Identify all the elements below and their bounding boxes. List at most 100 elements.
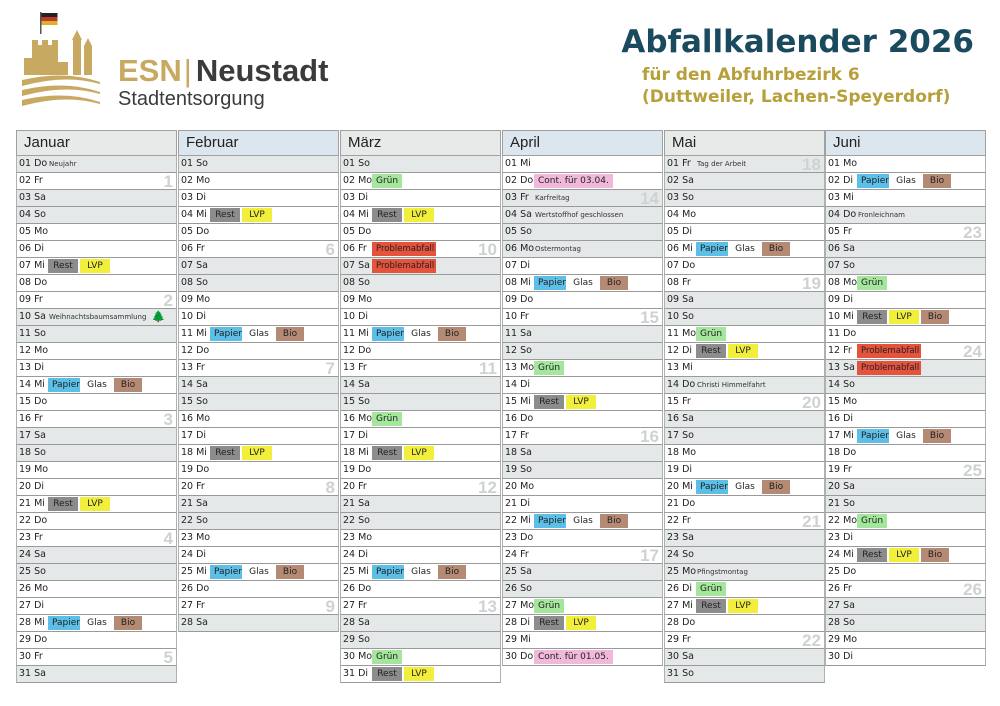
month-header: März xyxy=(340,130,501,156)
day-row: 26 Mo xyxy=(16,581,177,598)
pickup-problem-badge: Problemabfall xyxy=(857,361,921,375)
day-row: 17 So xyxy=(664,428,825,445)
day-row: 01 Do Neujahr xyxy=(16,156,177,173)
day-events: Ostermontag xyxy=(534,241,581,257)
day-events: Rest LVP xyxy=(696,343,758,359)
day-row: 25 So xyxy=(16,564,177,581)
pickup-bio-badge: Bio xyxy=(276,327,304,341)
day-row: 09 Di xyxy=(825,292,986,309)
day-label: 05 Fr xyxy=(828,226,852,237)
day-label: 19 So xyxy=(505,464,532,475)
day-label: 16 Do xyxy=(505,413,534,424)
day-row: 08 Do xyxy=(16,275,177,292)
month-header: Mai xyxy=(664,130,825,156)
day-row: 28 Do xyxy=(664,615,825,632)
day-row: 29 Do xyxy=(16,632,177,649)
week-number: 22 xyxy=(802,632,821,649)
pickup-lvp-badge: LVP xyxy=(728,599,758,613)
day-row: 29 Fr 22 xyxy=(664,632,825,649)
month-column: März 01 So 02 Mo Grün 03 Di 04 Mi Rest LVP 05 Do… xyxy=(340,130,501,683)
pickup-gruen-badge: Grün xyxy=(696,582,726,596)
day-row: 14 Sa xyxy=(178,377,339,394)
day-label: 30 Fr xyxy=(19,651,43,662)
day-row: 02 Mo xyxy=(178,173,339,190)
day-label: 04 Mi xyxy=(343,209,369,220)
day-label: 06 Fr xyxy=(181,243,205,254)
day-label: 01 Mo xyxy=(828,158,858,169)
day-row: 17 Sa xyxy=(16,428,177,445)
day-events: Papier Glas Bio xyxy=(372,326,466,342)
day-row: 25 Mi Papier Glas Bio xyxy=(340,564,501,581)
day-row: 09 Mo xyxy=(178,292,339,309)
day-label: 19 Do xyxy=(343,464,372,475)
day-row: 19 So xyxy=(502,462,663,479)
day-label: 26 So xyxy=(505,583,532,594)
pickup-papier-badge: Papier xyxy=(48,378,80,392)
day-row: 29 Mo xyxy=(825,632,986,649)
pickup-rest-badge: Rest xyxy=(210,446,240,460)
day-row: 02 Do Cont. für 03.04. xyxy=(502,173,663,190)
day-label: 08 So xyxy=(343,277,370,288)
day-label: 25 So xyxy=(19,566,46,577)
day-label: 12 Fr xyxy=(828,345,852,356)
day-row: 27 Sa xyxy=(825,598,986,615)
day-row: 11 Mo Grün xyxy=(664,326,825,343)
day-events: Rest LVP xyxy=(210,445,272,461)
day-events: Grün xyxy=(534,360,564,376)
day-label: 26 Do xyxy=(181,583,210,594)
day-label: 04 Sa xyxy=(505,209,532,220)
day-label: 17 Di xyxy=(181,430,207,441)
day-row: 06 Mi Papier Glas Bio xyxy=(664,241,825,258)
day-row: 03 Mi xyxy=(825,190,986,207)
day-row: 24 Di xyxy=(340,547,501,564)
day-events: Papier Glas Bio xyxy=(372,564,466,580)
day-label: 03 Di xyxy=(343,192,369,203)
day-label: 02 Fr xyxy=(19,175,43,186)
day-row: 24 Di xyxy=(178,547,339,564)
day-label: 06 Mi xyxy=(667,243,693,254)
week-number: 4 xyxy=(163,530,173,547)
day-row: 20 Mo xyxy=(502,479,663,496)
day-events: Cont. für 01.05. xyxy=(534,649,613,665)
day-events: Papier Glas Bio xyxy=(48,377,142,393)
day-row: 17 Di xyxy=(178,428,339,445)
week-number: 16 xyxy=(640,428,659,445)
pickup-rest-badge: Rest xyxy=(48,259,78,273)
day-label: 13 Di xyxy=(19,362,45,373)
day-label: 17 So xyxy=(667,430,694,441)
week-number: 20 xyxy=(802,394,821,411)
day-label: 09 Sa xyxy=(667,294,694,305)
day-row: 22 Fr 21 xyxy=(664,513,825,530)
day-row: 31 Di Rest LVP xyxy=(340,666,501,683)
day-events: Papier Glas Bio xyxy=(534,513,628,529)
day-row: 12 Mo xyxy=(16,343,177,360)
day-row: 14 Mi Papier Glas Bio xyxy=(16,377,177,394)
day-row: 13 Mo Grün xyxy=(502,360,663,377)
day-events: Grün xyxy=(372,649,402,665)
day-row: 06 Di xyxy=(16,241,177,258)
day-row: 07 So xyxy=(825,258,986,275)
day-label: 15 Fr xyxy=(667,396,691,407)
day-row: 05 Mo xyxy=(16,224,177,241)
day-row: 27 Di xyxy=(16,598,177,615)
day-events: Problemabfall xyxy=(857,360,921,376)
day-events: Weihnachtsbaumsammlung 🌲 xyxy=(48,309,165,325)
day-row: 09 Fr 2 xyxy=(16,292,177,309)
day-label: 29 Mo xyxy=(828,634,858,645)
day-events: Grün xyxy=(372,411,402,427)
day-row: 04 Mo xyxy=(664,207,825,224)
pickup-problem-badge: Problemabfall xyxy=(857,344,921,358)
day-label: 06 Fr xyxy=(343,243,367,254)
day-row: 01 So xyxy=(340,156,501,173)
day-label: 23 Mo xyxy=(181,532,211,543)
month-header: Februar xyxy=(178,130,339,156)
day-events: Papier Glas Bio xyxy=(857,173,951,189)
holiday-note: Neujahr xyxy=(49,160,77,168)
day-label: 08 Fr xyxy=(667,277,691,288)
day-events: Rest LVP xyxy=(48,258,110,274)
pickup-papier-badge: Papier xyxy=(372,327,404,341)
day-row: 18 Mi Rest LVP xyxy=(340,445,501,462)
day-label: 03 Fr xyxy=(505,192,529,203)
day-label: 24 Sa xyxy=(19,549,46,560)
christmas-tree-icon: 🌲 xyxy=(151,310,166,323)
